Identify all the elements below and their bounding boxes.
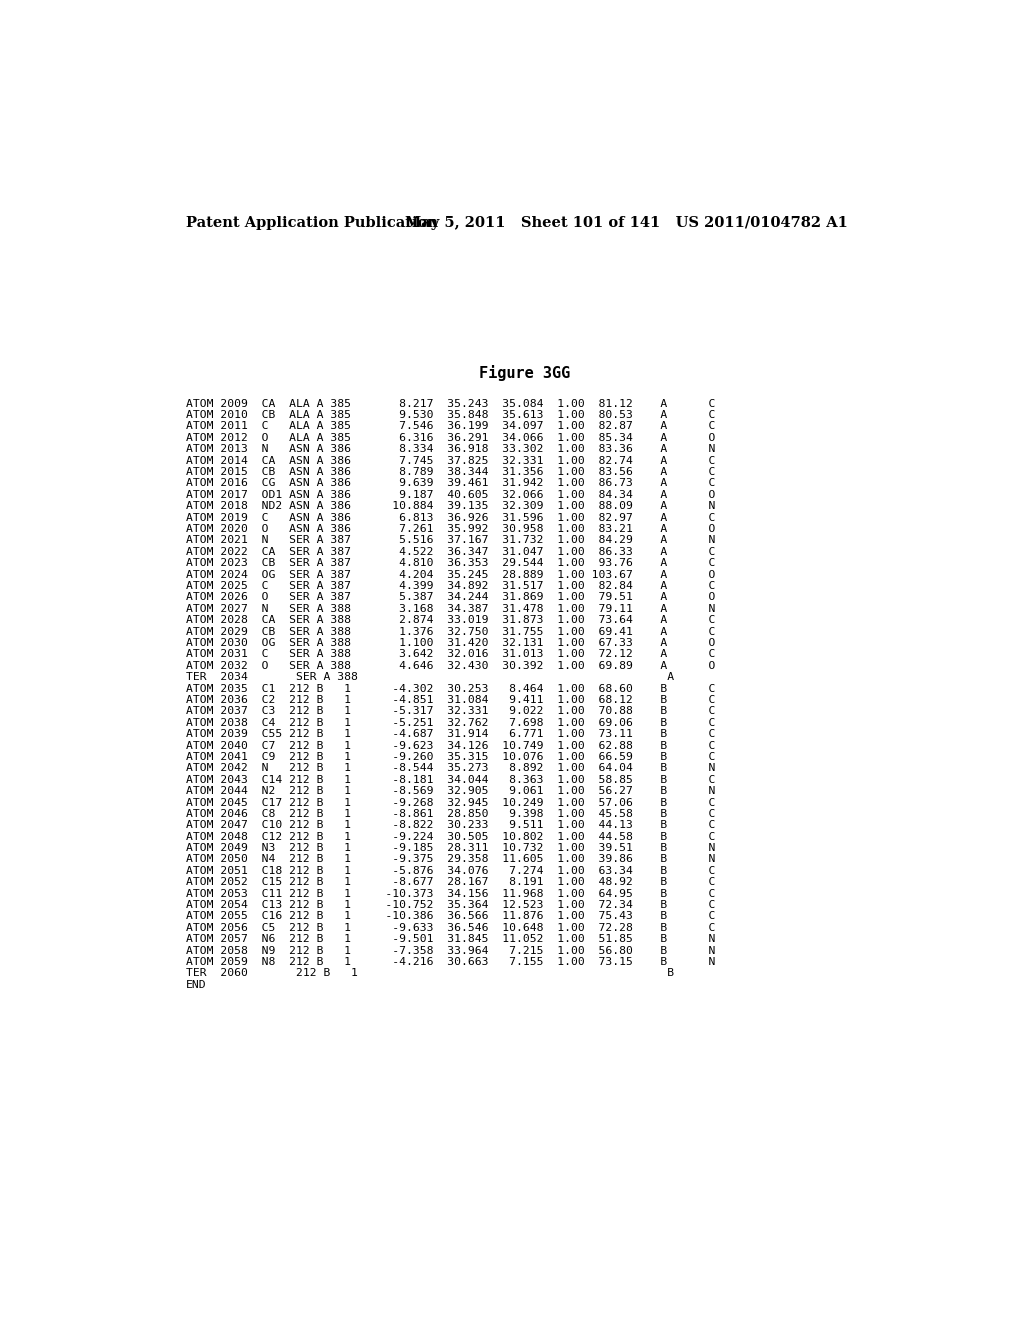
Text: END: END xyxy=(186,979,207,990)
Text: ATOM 2026  O   SER A 387       5.387  34.244  31.869  1.00  79.51    A      O: ATOM 2026 O SER A 387 5.387 34.244 31.86… xyxy=(186,593,716,602)
Text: ATOM 2029  CB  SER A 388       1.376  32.750  31.755  1.00  69.41    A      C: ATOM 2029 CB SER A 388 1.376 32.750 31.7… xyxy=(186,627,716,636)
Text: TER  2034       SER A 388                                             A: TER 2034 SER A 388 A xyxy=(186,672,674,682)
Text: TER  2060       212 B   1                                             B: TER 2060 212 B 1 B xyxy=(186,969,674,978)
Text: ATOM 2051  C18 212 B   1      -5.876  34.076   7.274  1.00  63.34    B      C: ATOM 2051 C18 212 B 1 -5.876 34.076 7.27… xyxy=(186,866,716,876)
Text: ATOM 2021  N   SER A 387       5.516  37.167  31.732  1.00  84.29    A      N: ATOM 2021 N SER A 387 5.516 37.167 31.73… xyxy=(186,536,716,545)
Text: ATOM 2016  CG  ASN A 386       9.639  39.461  31.942  1.00  86.73    A      C: ATOM 2016 CG ASN A 386 9.639 39.461 31.9… xyxy=(186,478,716,488)
Text: ATOM 2043  C14 212 B   1      -8.181  34.044   8.363  1.00  58.85    B      C: ATOM 2043 C14 212 B 1 -8.181 34.044 8.36… xyxy=(186,775,716,784)
Text: ATOM 2014  CA  ASN A 386       7.745  37.825  32.331  1.00  82.74    A      C: ATOM 2014 CA ASN A 386 7.745 37.825 32.3… xyxy=(186,455,716,466)
Text: ATOM 2030  OG  SER A 388       1.100  31.420  32.131  1.00  67.33    A      O: ATOM 2030 OG SER A 388 1.100 31.420 32.1… xyxy=(186,638,716,648)
Text: ATOM 2057  N6  212 B   1      -9.501  31.845  11.052  1.00  51.85    B      N: ATOM 2057 N6 212 B 1 -9.501 31.845 11.05… xyxy=(186,935,716,944)
Text: ATOM 2031  C   SER A 388       3.642  32.016  31.013  1.00  72.12    A      C: ATOM 2031 C SER A 388 3.642 32.016 31.01… xyxy=(186,649,716,660)
Text: ATOM 2038  C4  212 B   1      -5.251  32.762   7.698  1.00  69.06    B      C: ATOM 2038 C4 212 B 1 -5.251 32.762 7.698… xyxy=(186,718,716,727)
Text: ATOM 2023  CB  SER A 387       4.810  36.353  29.544  1.00  93.76    A      C: ATOM 2023 CB SER A 387 4.810 36.353 29.5… xyxy=(186,558,716,568)
Text: ATOM 2035  C1  212 B   1      -4.302  30.253   8.464  1.00  68.60    B      C: ATOM 2035 C1 212 B 1 -4.302 30.253 8.464… xyxy=(186,684,716,693)
Text: ATOM 2049  N3  212 B   1      -9.185  28.311  10.732  1.00  39.51    B      N: ATOM 2049 N3 212 B 1 -9.185 28.311 10.73… xyxy=(186,843,716,853)
Text: ATOM 2011  C   ALA A 385       7.546  36.199  34.097  1.00  82.87    A      C: ATOM 2011 C ALA A 385 7.546 36.199 34.09… xyxy=(186,421,716,432)
Text: ATOM 2050  N4  212 B   1      -9.375  29.358  11.605  1.00  39.86    B      N: ATOM 2050 N4 212 B 1 -9.375 29.358 11.60… xyxy=(186,854,716,865)
Text: ATOM 2037  C3  212 B   1      -5.317  32.331   9.022  1.00  70.88    B      C: ATOM 2037 C3 212 B 1 -5.317 32.331 9.022… xyxy=(186,706,716,717)
Text: ATOM 2059  N8  212 B   1      -4.216  30.663   7.155  1.00  73.15    B      N: ATOM 2059 N8 212 B 1 -4.216 30.663 7.155… xyxy=(186,957,716,968)
Text: ATOM 2010  CB  ALA A 385       9.530  35.848  35.613  1.00  80.53    A      C: ATOM 2010 CB ALA A 385 9.530 35.848 35.6… xyxy=(186,411,716,420)
Text: ATOM 2012  O   ALA A 385       6.316  36.291  34.066  1.00  85.34    A      O: ATOM 2012 O ALA A 385 6.316 36.291 34.06… xyxy=(186,433,716,442)
Text: ATOM 2042  N   212 B   1      -8.544  35.273   8.892  1.00  64.04    B      N: ATOM 2042 N 212 B 1 -8.544 35.273 8.892 … xyxy=(186,763,716,774)
Text: ATOM 2045  C17 212 B   1      -9.268  32.945  10.249  1.00  57.06    B      C: ATOM 2045 C17 212 B 1 -9.268 32.945 10.2… xyxy=(186,797,716,808)
Text: ATOM 2044  N2  212 B   1      -8.569  32.905   9.061  1.00  56.27    B      N: ATOM 2044 N2 212 B 1 -8.569 32.905 9.061… xyxy=(186,787,716,796)
Text: ATOM 2027  N   SER A 388       3.168  34.387  31.478  1.00  79.11    A      N: ATOM 2027 N SER A 388 3.168 34.387 31.47… xyxy=(186,603,716,614)
Text: ATOM 2024  OG  SER A 387       4.204  35.245  28.889  1.00 103.67    A      O: ATOM 2024 OG SER A 387 4.204 35.245 28.8… xyxy=(186,570,716,579)
Text: ATOM 2053  C11 212 B   1     -10.373  34.156  11.968  1.00  64.95    B      C: ATOM 2053 C11 212 B 1 -10.373 34.156 11.… xyxy=(186,888,716,899)
Text: ATOM 2015  CB  ASN A 386       8.789  38.344  31.356  1.00  83.56    A      C: ATOM 2015 CB ASN A 386 8.789 38.344 31.3… xyxy=(186,467,716,477)
Text: May 5, 2011   Sheet 101 of 141   US 2011/0104782 A1: May 5, 2011 Sheet 101 of 141 US 2011/010… xyxy=(406,216,848,230)
Text: ATOM 2039  C55 212 B   1      -4.687  31.914   6.771  1.00  73.11    B      C: ATOM 2039 C55 212 B 1 -4.687 31.914 6.77… xyxy=(186,729,716,739)
Text: ATOM 2019  C   ASN A 386       6.813  36.926  31.596  1.00  82.97    A      C: ATOM 2019 C ASN A 386 6.813 36.926 31.59… xyxy=(186,512,716,523)
Text: Figure 3GG: Figure 3GG xyxy=(479,364,570,380)
Text: ATOM 2032  O   SER A 388       4.646  32.430  30.392  1.00  69.89    A      O: ATOM 2032 O SER A 388 4.646 32.430 30.39… xyxy=(186,661,716,671)
Text: ATOM 2025  C   SER A 387       4.399  34.892  31.517  1.00  82.84    A      C: ATOM 2025 C SER A 387 4.399 34.892 31.51… xyxy=(186,581,716,591)
Text: ATOM 2054  C13 212 B   1     -10.752  35.364  12.523  1.00  72.34    B      C: ATOM 2054 C13 212 B 1 -10.752 35.364 12.… xyxy=(186,900,716,909)
Text: ATOM 2048  C12 212 B   1      -9.224  30.505  10.802  1.00  44.58    B      C: ATOM 2048 C12 212 B 1 -9.224 30.505 10.8… xyxy=(186,832,716,842)
Text: ATOM 2009  CA  ALA A 385       8.217  35.243  35.084  1.00  81.12    A      C: ATOM 2009 CA ALA A 385 8.217 35.243 35.0… xyxy=(186,399,716,409)
Text: ATOM 2018  ND2 ASN A 386      10.884  39.135  32.309  1.00  88.09    A      N: ATOM 2018 ND2 ASN A 386 10.884 39.135 32… xyxy=(186,502,716,511)
Text: ATOM 2022  CA  SER A 387       4.522  36.347  31.047  1.00  86.33    A      C: ATOM 2022 CA SER A 387 4.522 36.347 31.0… xyxy=(186,546,716,557)
Text: ATOM 2047  C10 212 B   1      -8.822  30.233   9.511  1.00  44.13    B      C: ATOM 2047 C10 212 B 1 -8.822 30.233 9.51… xyxy=(186,820,716,830)
Text: ATOM 2046  C8  212 B   1      -8.861  28.850   9.398  1.00  45.58    B      C: ATOM 2046 C8 212 B 1 -8.861 28.850 9.398… xyxy=(186,809,716,818)
Text: ATOM 2058  N9  212 B   1      -7.358  33.964   7.215  1.00  56.80    B      N: ATOM 2058 N9 212 B 1 -7.358 33.964 7.215… xyxy=(186,945,716,956)
Text: ATOM 2055  C16 212 B   1     -10.386  36.566  11.876  1.00  75.43    B      C: ATOM 2055 C16 212 B 1 -10.386 36.566 11.… xyxy=(186,911,716,921)
Text: ATOM 2040  C7  212 B   1      -9.623  34.126  10.749  1.00  62.88    B      C: ATOM 2040 C7 212 B 1 -9.623 34.126 10.74… xyxy=(186,741,716,751)
Text: ATOM 2028  CA  SER A 388       2.874  33.019  31.873  1.00  73.64    A      C: ATOM 2028 CA SER A 388 2.874 33.019 31.8… xyxy=(186,615,716,626)
Text: ATOM 2052  C15 212 B   1      -8.677  28.167   8.191  1.00  48.92    B      C: ATOM 2052 C15 212 B 1 -8.677 28.167 8.19… xyxy=(186,878,716,887)
Text: ATOM 2017  OD1 ASN A 386       9.187  40.605  32.066  1.00  84.34    A      O: ATOM 2017 OD1 ASN A 386 9.187 40.605 32.… xyxy=(186,490,716,500)
Text: ATOM 2020  O   ASN A 386       7.261  35.992  30.958  1.00  83.21    A      O: ATOM 2020 O ASN A 386 7.261 35.992 30.95… xyxy=(186,524,716,535)
Text: ATOM 2056  C5  212 B   1      -9.633  36.546  10.648  1.00  72.28    B      C: ATOM 2056 C5 212 B 1 -9.633 36.546 10.64… xyxy=(186,923,716,933)
Text: ATOM 2041  C9  212 B   1      -9.260  35.315  10.076  1.00  66.59    B      C: ATOM 2041 C9 212 B 1 -9.260 35.315 10.07… xyxy=(186,752,716,762)
Text: ATOM 2013  N   ASN A 386       8.334  36.918  33.302  1.00  83.36    A      N: ATOM 2013 N ASN A 386 8.334 36.918 33.30… xyxy=(186,445,716,454)
Text: ATOM 2036  C2  212 B   1      -4.851  31.084   9.411  1.00  68.12    B      C: ATOM 2036 C2 212 B 1 -4.851 31.084 9.411… xyxy=(186,694,716,705)
Text: Patent Application Publication: Patent Application Publication xyxy=(186,216,438,230)
